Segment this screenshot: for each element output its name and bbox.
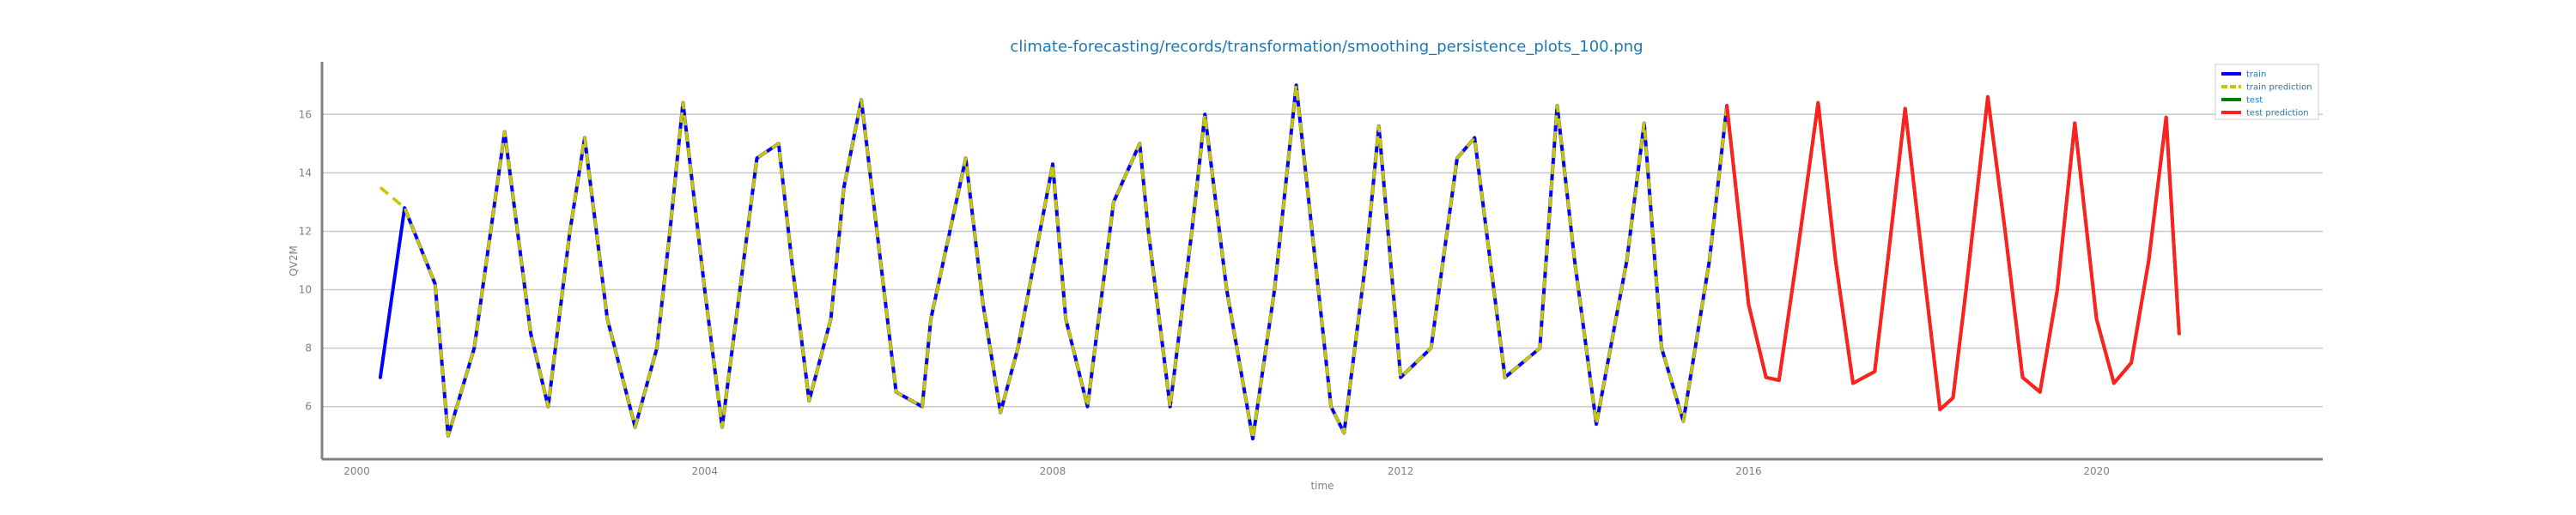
y-tick-label: 16 xyxy=(299,108,312,120)
x-tick-label: 2004 xyxy=(691,465,718,477)
legend-label: train xyxy=(2246,70,2266,80)
series-line-test-prediction xyxy=(1725,94,2181,412)
y-tick-label: 14 xyxy=(299,167,312,179)
x-tick-label: 2012 xyxy=(1388,465,1414,477)
x-tick-label: 2008 xyxy=(1040,465,1066,477)
x-ticks: 2000 2004 2008 2012 2016 2020 xyxy=(343,465,2110,477)
series-line-test xyxy=(1725,94,2181,412)
legend-label: test xyxy=(2246,96,2263,106)
grid xyxy=(322,113,2323,408)
series-line-train xyxy=(378,83,1729,441)
x-tick-label: 2020 xyxy=(2083,465,2110,477)
series-group xyxy=(378,83,2181,441)
x-axis-label: time xyxy=(1310,480,1334,492)
y-ticks: 6 8 10 12 14 16 xyxy=(299,108,312,412)
legend: train train prediction test test prediction xyxy=(2215,64,2319,120)
series-line-train-prediction xyxy=(379,83,1728,440)
y-tick-label: 10 xyxy=(299,284,312,296)
y-tick-label: 6 xyxy=(305,401,312,413)
x-tick-label: 2016 xyxy=(1735,465,1762,477)
legend-frame xyxy=(2215,64,2319,120)
legend-label: train prediction xyxy=(2246,83,2312,93)
legend-label: test prediction xyxy=(2246,109,2309,118)
y-tick-label: 12 xyxy=(299,225,312,237)
y-tick-label: 8 xyxy=(305,342,312,354)
chart-title: climate-forecasting/records/transformati… xyxy=(1010,38,1643,56)
x-tick-label: 2000 xyxy=(343,465,370,477)
y-axis-label: QV2M xyxy=(288,245,300,276)
